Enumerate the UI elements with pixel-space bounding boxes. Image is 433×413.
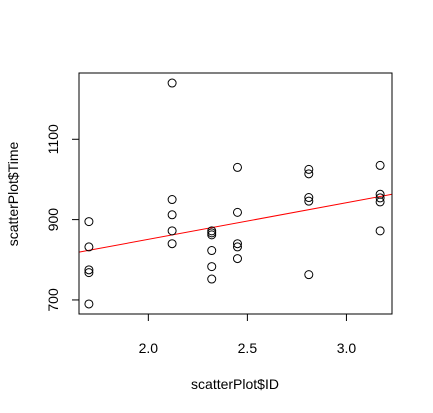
fit-line bbox=[78, 193, 393, 253]
data-point bbox=[375, 197, 385, 207]
data-point bbox=[304, 164, 314, 174]
fit-line-layer bbox=[78, 193, 393, 253]
x-tick-label: 2.5 bbox=[238, 340, 258, 356]
data-point bbox=[232, 207, 242, 217]
data-point bbox=[84, 299, 94, 309]
x-axis-title: scatterPlot$ID bbox=[191, 376, 279, 392]
data-point bbox=[167, 226, 177, 236]
data-point bbox=[84, 265, 94, 275]
data-point bbox=[375, 193, 385, 203]
data-point bbox=[207, 262, 217, 272]
y-axis: 700 900 1100 bbox=[45, 124, 79, 312]
points-layer bbox=[84, 78, 385, 309]
data-point bbox=[84, 242, 94, 252]
data-point bbox=[304, 196, 314, 206]
y-tick-label: 1100 bbox=[45, 124, 61, 154]
data-point bbox=[232, 239, 242, 249]
data-point bbox=[304, 169, 314, 179]
x-axis: 2.0 2.5 3.0 bbox=[139, 314, 357, 356]
data-point bbox=[232, 254, 242, 264]
data-point bbox=[304, 193, 314, 203]
data-point bbox=[207, 246, 217, 256]
data-point bbox=[232, 162, 242, 172]
y-tick-label: 900 bbox=[45, 208, 61, 232]
x-tick-label: 2.0 bbox=[139, 340, 159, 356]
data-point bbox=[167, 195, 177, 205]
data-point bbox=[207, 274, 217, 284]
data-point bbox=[167, 210, 177, 220]
plot-frame bbox=[78, 72, 393, 315]
data-point bbox=[375, 160, 385, 170]
data-point bbox=[84, 268, 94, 278]
data-point bbox=[84, 217, 94, 227]
data-point bbox=[232, 242, 242, 252]
data-point bbox=[207, 230, 217, 240]
data-point bbox=[167, 239, 177, 249]
x-tick-label: 3.0 bbox=[337, 340, 357, 356]
data-point bbox=[375, 226, 385, 236]
data-point bbox=[167, 78, 177, 88]
y-axis-title: scatterPlot$Time bbox=[5, 142, 21, 247]
y-tick-label: 700 bbox=[45, 288, 61, 312]
data-point bbox=[304, 270, 314, 280]
